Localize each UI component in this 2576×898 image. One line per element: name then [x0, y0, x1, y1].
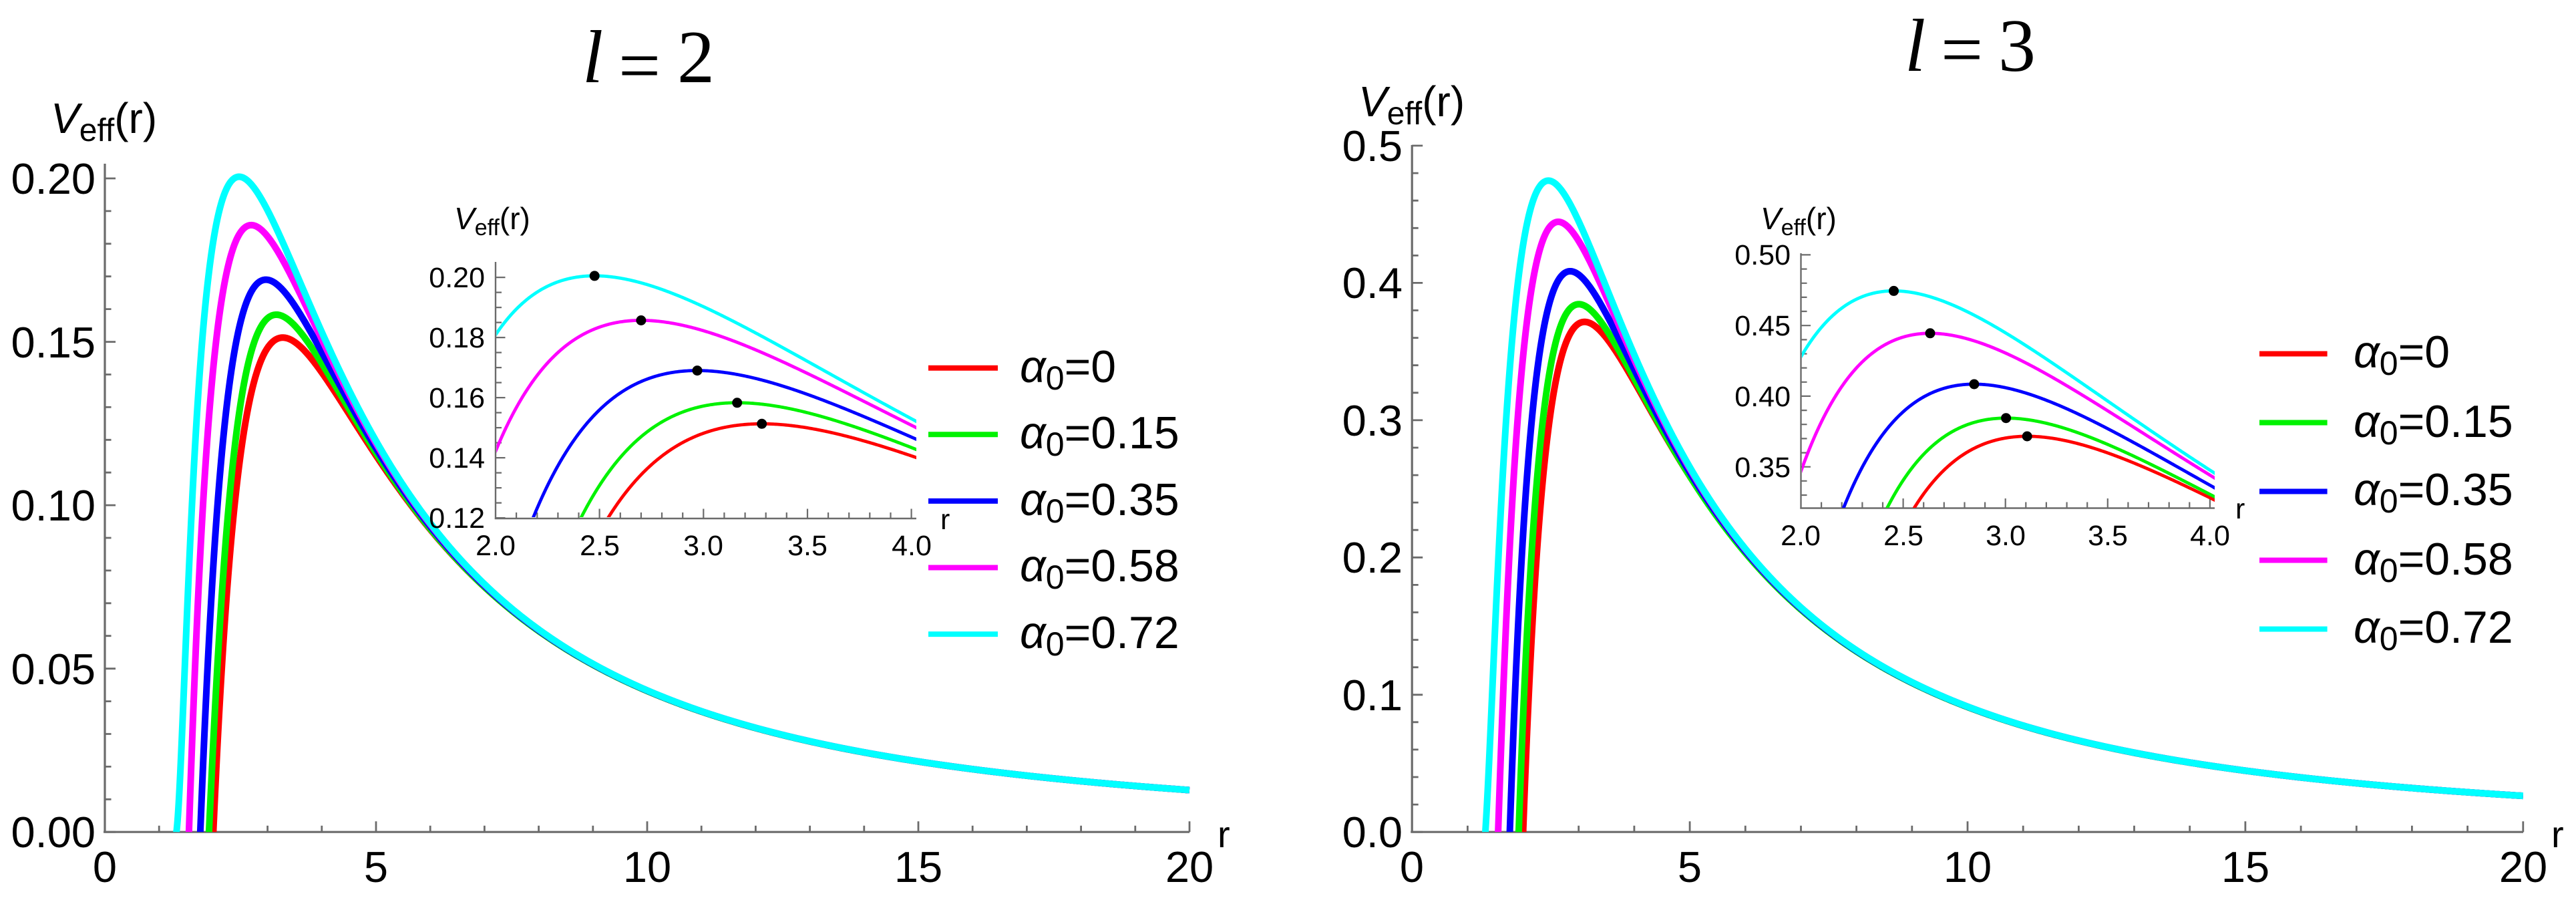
svg-text:2.0: 2.0	[1781, 520, 1821, 552]
svg-text:α0=0.15: α0=0.15	[1020, 408, 1179, 463]
svg-text:5: 5	[1678, 843, 1702, 891]
svg-text:0.1: 0.1	[1342, 671, 1403, 720]
svg-text:4.0: 4.0	[892, 530, 932, 562]
svg-text:0.40: 0.40	[1734, 381, 1791, 413]
svg-text:r: r	[940, 504, 950, 536]
svg-text:0.20: 0.20	[11, 154, 96, 203]
svg-text:Veff(r): Veff(r)	[1761, 201, 1837, 241]
svg-text:2: 2	[677, 16, 715, 99]
svg-text:2.5: 2.5	[580, 530, 620, 562]
svg-text:Veff(r): Veff(r)	[1358, 78, 1465, 132]
svg-text:0.35: 0.35	[1734, 452, 1791, 484]
svg-text:α0=0: α0=0	[1020, 341, 1116, 397]
svg-text:0.14: 0.14	[429, 442, 485, 474]
svg-text:10: 10	[1944, 843, 1992, 891]
svg-text:α0=0: α0=0	[2354, 327, 2450, 382]
svg-text:0.10: 0.10	[11, 481, 96, 530]
svg-text:4.0: 4.0	[2190, 520, 2230, 552]
svg-text:0.5: 0.5	[1342, 122, 1403, 170]
svg-text:3.0: 3.0	[683, 530, 723, 562]
svg-text:0.0: 0.0	[1342, 808, 1403, 857]
svg-text:0: 0	[1400, 843, 1424, 891]
svg-text:10: 10	[623, 843, 671, 891]
svg-text:15: 15	[2221, 843, 2269, 891]
svg-text:2.0: 2.0	[476, 530, 516, 562]
svg-text:15: 15	[894, 843, 942, 891]
svg-text:α0=0.35: α0=0.35	[1020, 474, 1179, 530]
svg-text:α0=0.58: α0=0.58	[2354, 534, 2513, 589]
svg-text:r: r	[2551, 813, 2564, 855]
svg-text:α0=0.35: α0=0.35	[2354, 464, 2513, 520]
svg-text:0.3: 0.3	[1342, 396, 1403, 445]
svg-text:l: l	[1905, 5, 1925, 88]
svg-text:3.5: 3.5	[2088, 520, 2128, 552]
svg-text:0.16: 0.16	[429, 382, 485, 414]
svg-text:α0=0.58: α0=0.58	[1020, 541, 1179, 596]
svg-text:3.0: 3.0	[1986, 520, 2026, 552]
svg-text:=: =	[618, 25, 661, 108]
svg-text:α0=0.72: α0=0.72	[2354, 602, 2513, 657]
svg-text:0.05: 0.05	[11, 645, 96, 694]
svg-text:2.5: 2.5	[1883, 520, 1923, 552]
svg-text:0.12: 0.12	[429, 502, 485, 535]
svg-text:Veff(r): Veff(r)	[51, 94, 157, 148]
svg-text:α0=0.15: α0=0.15	[2354, 396, 2513, 452]
svg-text:0.50: 0.50	[1734, 239, 1791, 271]
svg-text:r: r	[1218, 813, 1230, 855]
svg-text:Veff(r): Veff(r)	[454, 201, 530, 241]
svg-text:0.20: 0.20	[429, 262, 485, 294]
svg-text:3.5: 3.5	[787, 530, 827, 562]
svg-text:0.00: 0.00	[11, 808, 96, 857]
svg-text:3: 3	[1998, 5, 2036, 88]
svg-text:l: l	[582, 16, 603, 99]
svg-text:r: r	[2235, 493, 2245, 525]
svg-text:0.15: 0.15	[11, 318, 96, 367]
svg-text:α0=0.72: α0=0.72	[1020, 607, 1179, 663]
svg-text:0.18: 0.18	[429, 322, 485, 354]
svg-text:0.45: 0.45	[1734, 310, 1791, 342]
svg-text:20: 20	[1165, 843, 1214, 891]
svg-text:=: =	[1941, 9, 1983, 92]
svg-text:0.2: 0.2	[1342, 533, 1403, 582]
svg-text:0.4: 0.4	[1342, 259, 1403, 307]
svg-text:5: 5	[364, 843, 388, 891]
svg-text:0: 0	[93, 843, 117, 891]
svg-text:20: 20	[2499, 843, 2547, 891]
